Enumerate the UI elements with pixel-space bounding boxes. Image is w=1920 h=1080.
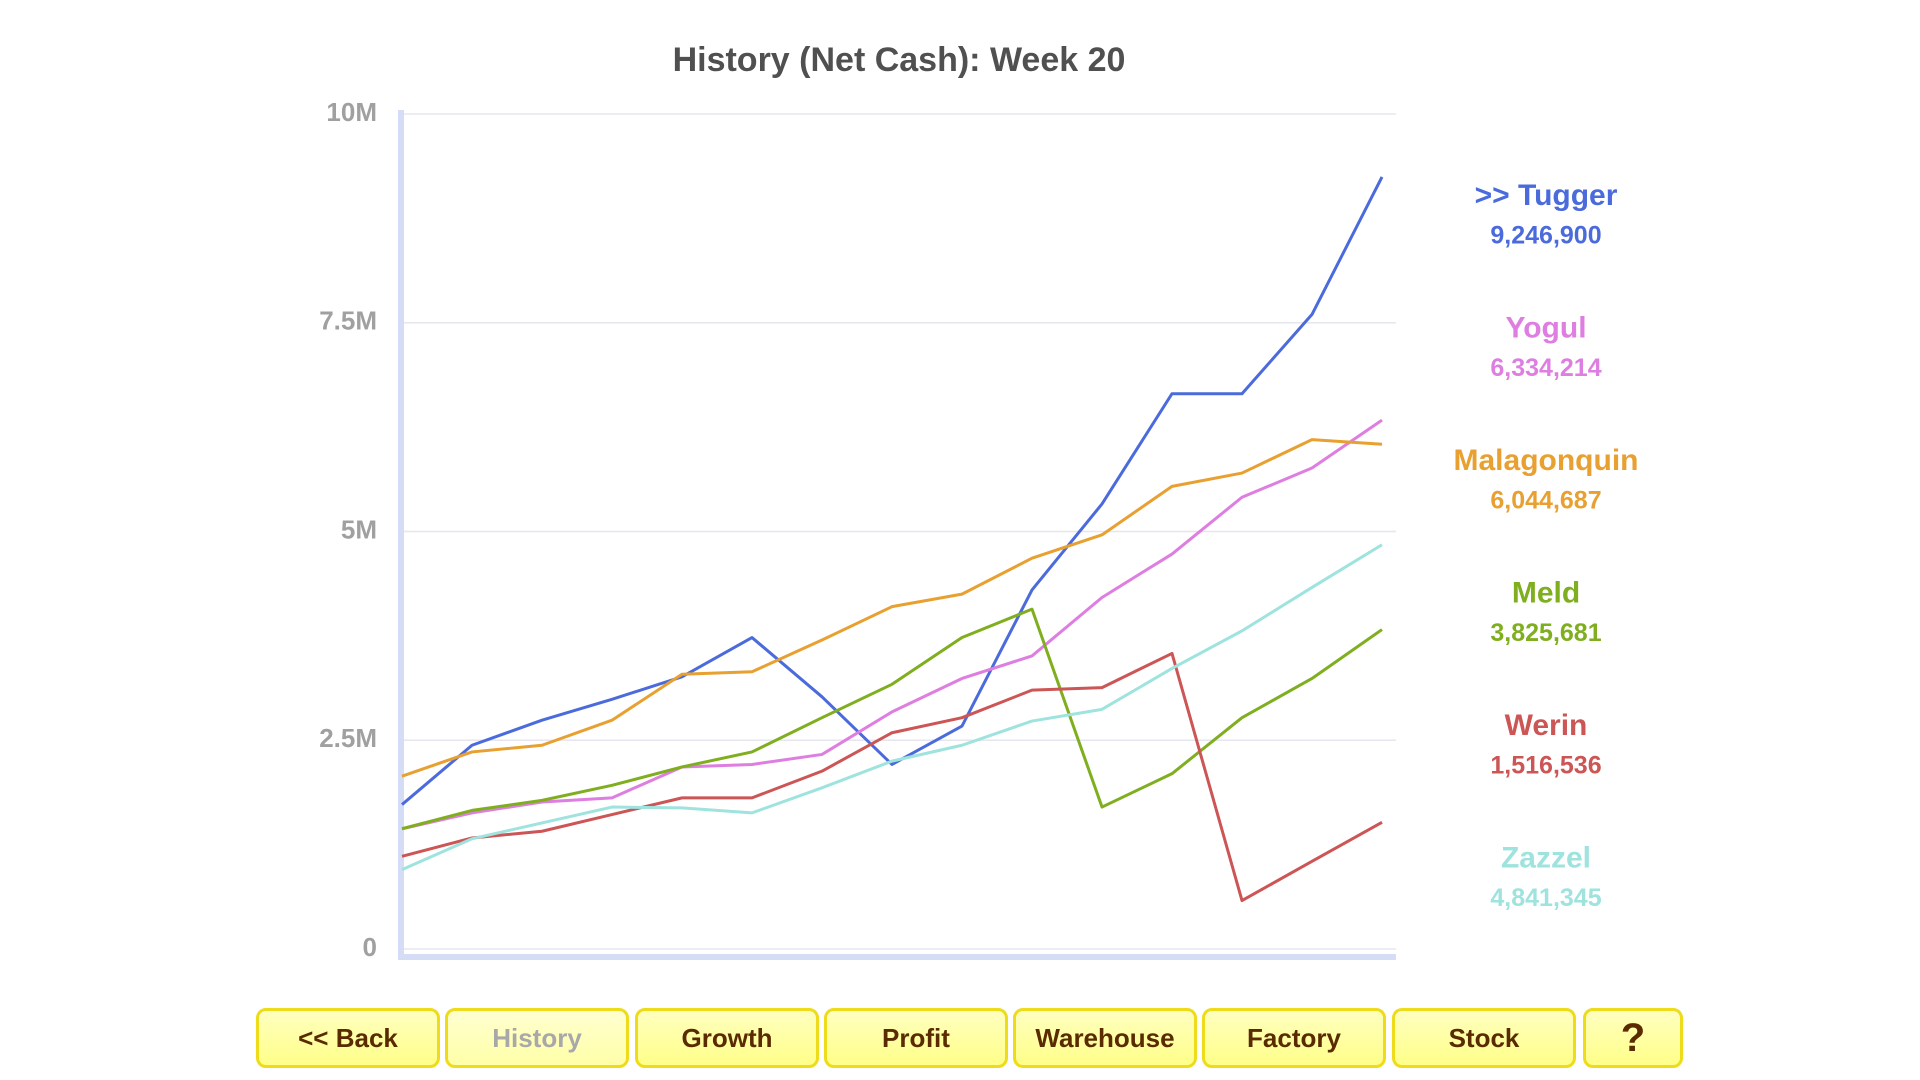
- legend-value: 6,334,214: [1490, 354, 1601, 382]
- y-tick-label: 7.5M: [319, 306, 377, 336]
- legend-name: Werin: [1505, 709, 1588, 742]
- nav-button[interactable]: Warehouse: [1013, 1008, 1197, 1068]
- legend-value: 1,516,536: [1490, 752, 1601, 780]
- nav-button[interactable]: Factory: [1202, 1008, 1386, 1068]
- series-line: [401, 438, 1383, 778]
- legend-name: >> Tugger: [1475, 179, 1618, 212]
- series-line: [401, 651, 1383, 903]
- nav-button[interactable]: Growth: [635, 1008, 819, 1068]
- legend-name: Malagonquin: [1454, 444, 1639, 477]
- chart-title: History (Net Cash): Week 20: [673, 41, 1126, 79]
- series-line: [401, 607, 1383, 831]
- legend-name: Meld: [1512, 576, 1580, 609]
- legend-value: 6,044,687: [1490, 487, 1601, 515]
- y-tick-label: 0: [363, 932, 377, 962]
- chart: History (Net Cash): Week 20 0 2.5M 5M 7.5M 1…: [319, 41, 1639, 962]
- nav-button[interactable]: ?: [1583, 1008, 1683, 1068]
- nav-button[interactable]: Profit: [824, 1008, 1008, 1068]
- legend-value: 4,841,345: [1490, 884, 1601, 912]
- legend-name: Yogul: [1505, 311, 1586, 344]
- nav-button[interactable]: History: [445, 1008, 629, 1068]
- legend-value: 9,246,900: [1490, 222, 1601, 250]
- series-line: [401, 176, 1384, 806]
- y-tick-label: 2.5M: [319, 723, 377, 753]
- series-line: [401, 543, 1383, 872]
- y-tick-label: 5M: [341, 514, 377, 544]
- y-tick-label: 10M: [326, 97, 377, 127]
- nav-button[interactable]: << Back: [256, 1008, 440, 1068]
- legend-name: Zazzel: [1501, 841, 1591, 874]
- series-line: [401, 418, 1383, 831]
- nav-button[interactable]: Stock: [1392, 1008, 1576, 1068]
- legend-value: 3,825,681: [1490, 619, 1601, 647]
